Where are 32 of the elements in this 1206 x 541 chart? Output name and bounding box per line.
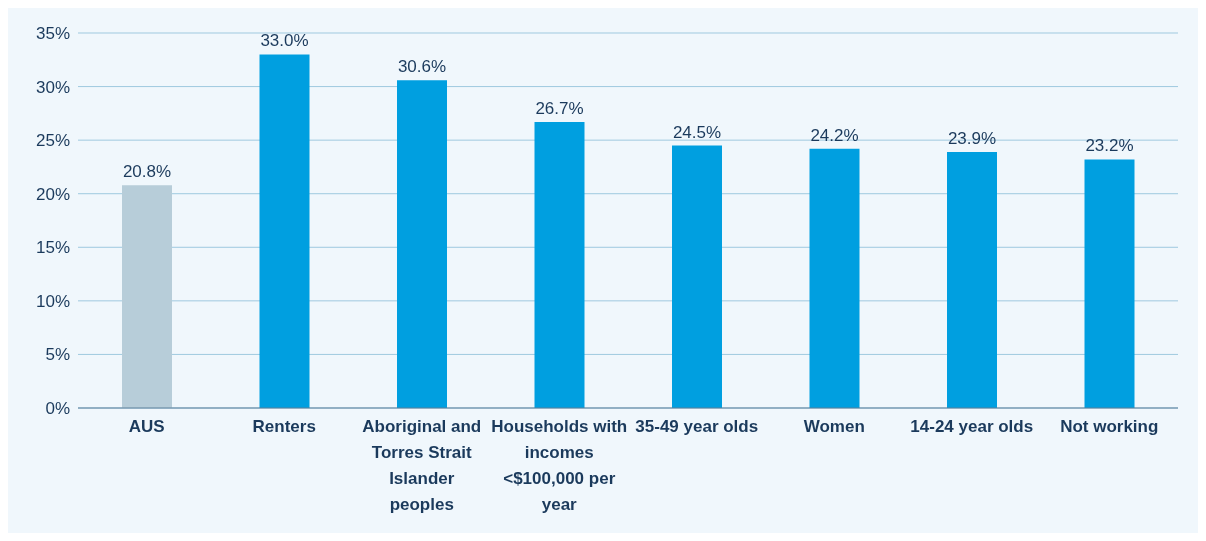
data-label: 24.2% <box>810 125 859 145</box>
y-tick-label: 25% <box>35 131 70 151</box>
y-tick-label: 5% <box>45 345 70 365</box>
bar <box>809 148 860 408</box>
y-tick-label: 35% <box>35 24 70 44</box>
x-tick-label: 35-49 year olds <box>635 417 759 436</box>
y-tick-label: 20% <box>35 184 70 204</box>
y-tick-label: 30% <box>35 77 70 97</box>
x-tick-label: Women <box>803 417 865 436</box>
data-label: 20.8% <box>122 162 172 182</box>
x-tick-label: Not working <box>1060 417 1159 436</box>
y-tick-label: 15% <box>35 238 70 258</box>
y-tick-label: 10% <box>35 291 70 311</box>
x-tick-label: Renters <box>252 417 316 436</box>
data-label: 23.9% <box>947 128 997 148</box>
bar <box>1084 159 1135 408</box>
bar <box>534 121 585 408</box>
data-label: 23.2% <box>1085 136 1134 156</box>
bar <box>259 54 310 408</box>
data-label: 26.7% <box>535 98 584 118</box>
bar <box>672 145 722 408</box>
bar <box>397 80 447 408</box>
x-tick-label: Households with incomes <$100,000 per year <box>491 417 628 514</box>
data-label: 24.5% <box>672 122 722 142</box>
bar <box>947 151 997 408</box>
x-tick-label: AUS <box>128 417 165 436</box>
data-label: 30.6% <box>397 57 447 77</box>
x-tick-label: 14-24 year olds <box>910 417 1034 436</box>
bar <box>122 185 172 408</box>
x-tick-label: Aboriginal and Torres Strait Islander peoples <box>362 417 482 514</box>
y-tick-label: 0% <box>45 399 70 419</box>
data-label: 33.0% <box>260 31 309 51</box>
